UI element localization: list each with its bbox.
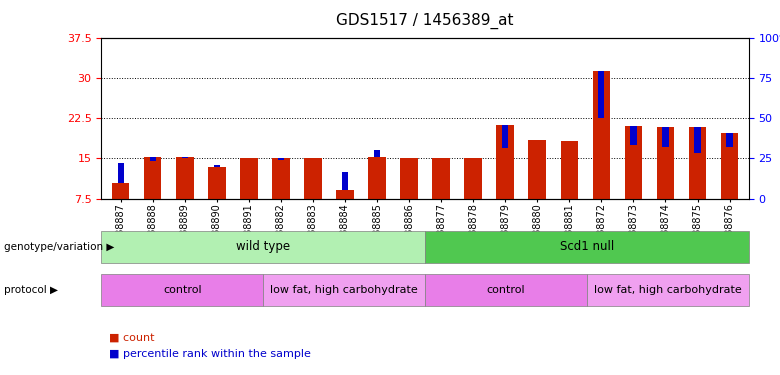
Bar — [304, 158, 321, 199]
Text: ■ percentile rank within the sample: ■ percentile rank within the sample — [109, 350, 311, 359]
Text: GDS1517 / 1456389_at: GDS1517 / 1456389_at — [336, 12, 514, 29]
Bar — [342, 172, 348, 190]
Bar — [662, 127, 668, 147]
Bar — [400, 158, 418, 199]
Bar — [432, 158, 450, 199]
Bar — [438, 158, 444, 159]
Bar — [214, 165, 220, 166]
Text: ■ count: ■ count — [109, 333, 154, 342]
Bar — [240, 158, 257, 199]
Bar — [425, 274, 587, 306]
Text: Scd1 null: Scd1 null — [560, 240, 614, 253]
Bar — [118, 163, 124, 183]
Bar — [374, 150, 380, 157]
Bar — [464, 158, 482, 199]
Bar — [101, 231, 425, 262]
Text: wild type: wild type — [236, 240, 290, 253]
Bar — [150, 158, 156, 161]
Text: low fat, high carbohydrate: low fat, high carbohydrate — [271, 285, 418, 295]
Bar — [272, 158, 289, 199]
Bar — [176, 158, 193, 199]
Bar — [368, 157, 386, 199]
Text: protocol ▶: protocol ▶ — [4, 285, 58, 295]
Bar — [630, 126, 636, 145]
Bar — [101, 274, 264, 306]
Bar — [502, 125, 509, 148]
Bar — [529, 140, 546, 199]
Text: low fat, high carbohydrate: low fat, high carbohydrate — [594, 285, 742, 295]
Bar — [598, 71, 604, 118]
Bar — [726, 133, 732, 147]
Bar — [208, 166, 225, 199]
Bar — [144, 158, 161, 199]
Bar — [694, 127, 700, 153]
Bar — [587, 274, 749, 306]
Text: genotype/variation ▶: genotype/variation ▶ — [4, 242, 115, 252]
Bar — [336, 190, 354, 199]
Bar — [425, 231, 749, 262]
Bar — [625, 126, 642, 199]
Bar — [112, 183, 129, 199]
Bar — [470, 158, 477, 159]
Bar — [406, 158, 412, 159]
Bar — [689, 127, 707, 199]
Bar — [593, 71, 610, 199]
Bar — [561, 141, 578, 199]
Bar — [657, 127, 674, 199]
Bar — [496, 125, 514, 199]
Bar — [182, 158, 188, 159]
Bar — [264, 274, 425, 306]
Bar — [721, 133, 739, 199]
Text: control: control — [163, 285, 202, 295]
Text: control: control — [487, 285, 526, 295]
